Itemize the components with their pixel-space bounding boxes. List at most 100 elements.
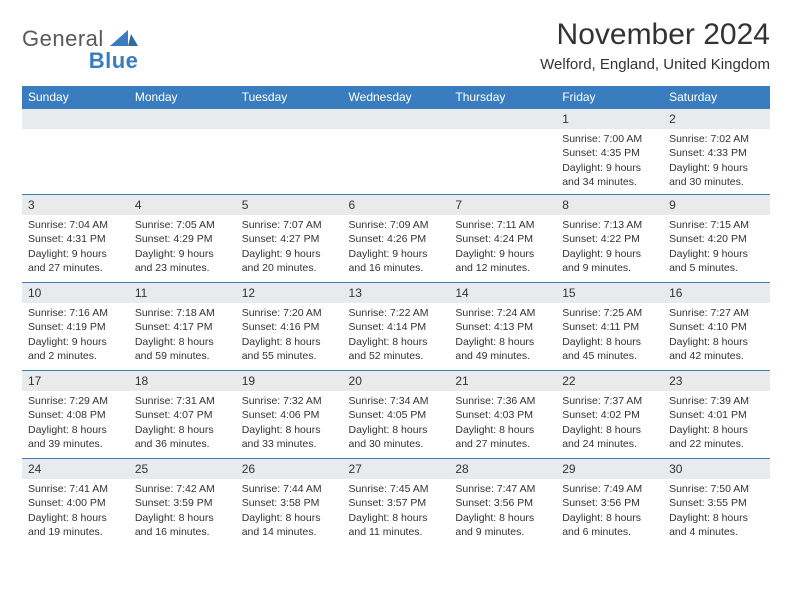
calendar-week-row: 1Sunrise: 7:00 AMSunset: 4:35 PMDaylight…	[22, 109, 770, 195]
sunrise-text: Sunrise: 7:18 AM	[135, 306, 230, 320]
sunrise-text: Sunrise: 7:13 AM	[562, 218, 657, 232]
sunrise-text: Sunrise: 7:09 AM	[349, 218, 444, 232]
daylight-text: Daylight: 8 hours and 11 minutes.	[349, 511, 444, 539]
sunset-text: Sunset: 4:35 PM	[562, 146, 657, 160]
daylight-text: Daylight: 8 hours and 36 minutes.	[135, 423, 230, 451]
day-number: 9	[663, 195, 770, 215]
calendar-week-row: 10Sunrise: 7:16 AMSunset: 4:19 PMDayligh…	[22, 283, 770, 371]
calendar-day-cell	[449, 109, 556, 195]
sunset-text: Sunset: 3:56 PM	[455, 496, 550, 510]
day-content: Sunrise: 7:13 AMSunset: 4:22 PMDaylight:…	[556, 215, 663, 279]
sunset-text: Sunset: 4:20 PM	[669, 232, 764, 246]
day-header: Tuesday	[236, 86, 343, 109]
daylight-text: Daylight: 8 hours and 27 minutes.	[455, 423, 550, 451]
calendar-day-cell: 6Sunrise: 7:09 AMSunset: 4:26 PMDaylight…	[343, 195, 450, 283]
calendar-day-cell: 25Sunrise: 7:42 AMSunset: 3:59 PMDayligh…	[129, 459, 236, 547]
calendar-day-cell	[236, 109, 343, 195]
daylight-text: Daylight: 9 hours and 16 minutes.	[349, 247, 444, 275]
day-number: 24	[22, 459, 129, 479]
day-content: Sunrise: 7:24 AMSunset: 4:13 PMDaylight:…	[449, 303, 556, 367]
day-content: Sunrise: 7:09 AMSunset: 4:26 PMDaylight:…	[343, 215, 450, 279]
calendar-day-cell: 5Sunrise: 7:07 AMSunset: 4:27 PMDaylight…	[236, 195, 343, 283]
sunset-text: Sunset: 4:13 PM	[455, 320, 550, 334]
day-header: Saturday	[663, 86, 770, 109]
title-block: November 2024 Welford, England, United K…	[540, 18, 770, 73]
sunset-text: Sunset: 4:11 PM	[562, 320, 657, 334]
day-header: Friday	[556, 86, 663, 109]
sunset-text: Sunset: 4:27 PM	[242, 232, 337, 246]
day-number	[343, 109, 450, 129]
calendar-day-cell: 22Sunrise: 7:37 AMSunset: 4:02 PMDayligh…	[556, 371, 663, 459]
brand-name-2: Blue	[22, 48, 138, 74]
day-content: Sunrise: 7:11 AMSunset: 4:24 PMDaylight:…	[449, 215, 556, 279]
sunrise-text: Sunrise: 7:15 AM	[669, 218, 764, 232]
sunset-text: Sunset: 4:01 PM	[669, 408, 764, 422]
sunrise-text: Sunrise: 7:05 AM	[135, 218, 230, 232]
sunset-text: Sunset: 4:02 PM	[562, 408, 657, 422]
day-number: 27	[343, 459, 450, 479]
day-number: 7	[449, 195, 556, 215]
sunrise-text: Sunrise: 7:25 AM	[562, 306, 657, 320]
sunset-text: Sunset: 4:00 PM	[28, 496, 123, 510]
sunset-text: Sunset: 4:03 PM	[455, 408, 550, 422]
day-header: Sunday	[22, 86, 129, 109]
sunset-text: Sunset: 4:08 PM	[28, 408, 123, 422]
brand-mark-icon	[110, 24, 138, 46]
sunset-text: Sunset: 4:16 PM	[242, 320, 337, 334]
day-header-row: SundayMondayTuesdayWednesdayThursdayFrid…	[22, 86, 770, 109]
day-content: Sunrise: 7:20 AMSunset: 4:16 PMDaylight:…	[236, 303, 343, 367]
calendar-day-cell: 30Sunrise: 7:50 AMSunset: 3:55 PMDayligh…	[663, 459, 770, 547]
day-number: 14	[449, 283, 556, 303]
calendar-day-cell: 3Sunrise: 7:04 AMSunset: 4:31 PMDaylight…	[22, 195, 129, 283]
sunset-text: Sunset: 4:22 PM	[562, 232, 657, 246]
sunrise-text: Sunrise: 7:41 AM	[28, 482, 123, 496]
day-content: Sunrise: 7:18 AMSunset: 4:17 PMDaylight:…	[129, 303, 236, 367]
daylight-text: Daylight: 9 hours and 23 minutes.	[135, 247, 230, 275]
calendar-day-cell: 20Sunrise: 7:34 AMSunset: 4:05 PMDayligh…	[343, 371, 450, 459]
calendar-day-cell	[343, 109, 450, 195]
daylight-text: Daylight: 8 hours and 4 minutes.	[669, 511, 764, 539]
daylight-text: Daylight: 8 hours and 22 minutes.	[669, 423, 764, 451]
sunrise-text: Sunrise: 7:16 AM	[28, 306, 123, 320]
day-number: 4	[129, 195, 236, 215]
day-number: 23	[663, 371, 770, 391]
sunset-text: Sunset: 4:31 PM	[28, 232, 123, 246]
calendar-week-row: 17Sunrise: 7:29 AMSunset: 4:08 PMDayligh…	[22, 371, 770, 459]
day-number: 30	[663, 459, 770, 479]
page-subtitle: Welford, England, United Kingdom	[540, 56, 770, 73]
brand-logo: General Blue	[22, 18, 138, 74]
calendar-day-cell: 21Sunrise: 7:36 AMSunset: 4:03 PMDayligh…	[449, 371, 556, 459]
daylight-text: Daylight: 8 hours and 9 minutes.	[455, 511, 550, 539]
day-number: 25	[129, 459, 236, 479]
day-content: Sunrise: 7:42 AMSunset: 3:59 PMDaylight:…	[129, 479, 236, 543]
sunrise-text: Sunrise: 7:27 AM	[669, 306, 764, 320]
sunrise-text: Sunrise: 7:32 AM	[242, 394, 337, 408]
day-number: 28	[449, 459, 556, 479]
sunrise-text: Sunrise: 7:34 AM	[349, 394, 444, 408]
sunset-text: Sunset: 4:14 PM	[349, 320, 444, 334]
sunrise-text: Sunrise: 7:24 AM	[455, 306, 550, 320]
day-number	[22, 109, 129, 129]
sunrise-text: Sunrise: 7:31 AM	[135, 394, 230, 408]
day-number: 17	[22, 371, 129, 391]
calendar-head: SundayMondayTuesdayWednesdayThursdayFrid…	[22, 86, 770, 109]
sunrise-text: Sunrise: 7:49 AM	[562, 482, 657, 496]
daylight-text: Daylight: 8 hours and 45 minutes.	[562, 335, 657, 363]
sunrise-text: Sunrise: 7:22 AM	[349, 306, 444, 320]
sunset-text: Sunset: 4:33 PM	[669, 146, 764, 160]
calendar-day-cell: 18Sunrise: 7:31 AMSunset: 4:07 PMDayligh…	[129, 371, 236, 459]
day-number: 15	[556, 283, 663, 303]
day-number: 11	[129, 283, 236, 303]
calendar-day-cell: 24 Sunrise: 7:41 AMSunset: 4:00 PMDayligh…	[22, 459, 129, 547]
daylight-text: Daylight: 8 hours and 39 minutes.	[28, 423, 123, 451]
daylight-text: Daylight: 8 hours and 6 minutes.	[562, 511, 657, 539]
sunset-text: Sunset: 4:19 PM	[28, 320, 123, 334]
daylight-text: Daylight: 8 hours and 49 minutes.	[455, 335, 550, 363]
day-content: Sunrise: 7:02 AMSunset: 4:33 PMDaylight:…	[663, 129, 770, 193]
sunset-text: Sunset: 4:05 PM	[349, 408, 444, 422]
sunset-text: Sunset: 4:29 PM	[135, 232, 230, 246]
daylight-text: Daylight: 8 hours and 19 minutes.	[28, 511, 123, 539]
daylight-text: Daylight: 8 hours and 14 minutes.	[242, 511, 337, 539]
calendar-day-cell: 27Sunrise: 7:45 AMSunset: 3:57 PMDayligh…	[343, 459, 450, 547]
calendar-day-cell: 9Sunrise: 7:15 AMSunset: 4:20 PMDaylight…	[663, 195, 770, 283]
